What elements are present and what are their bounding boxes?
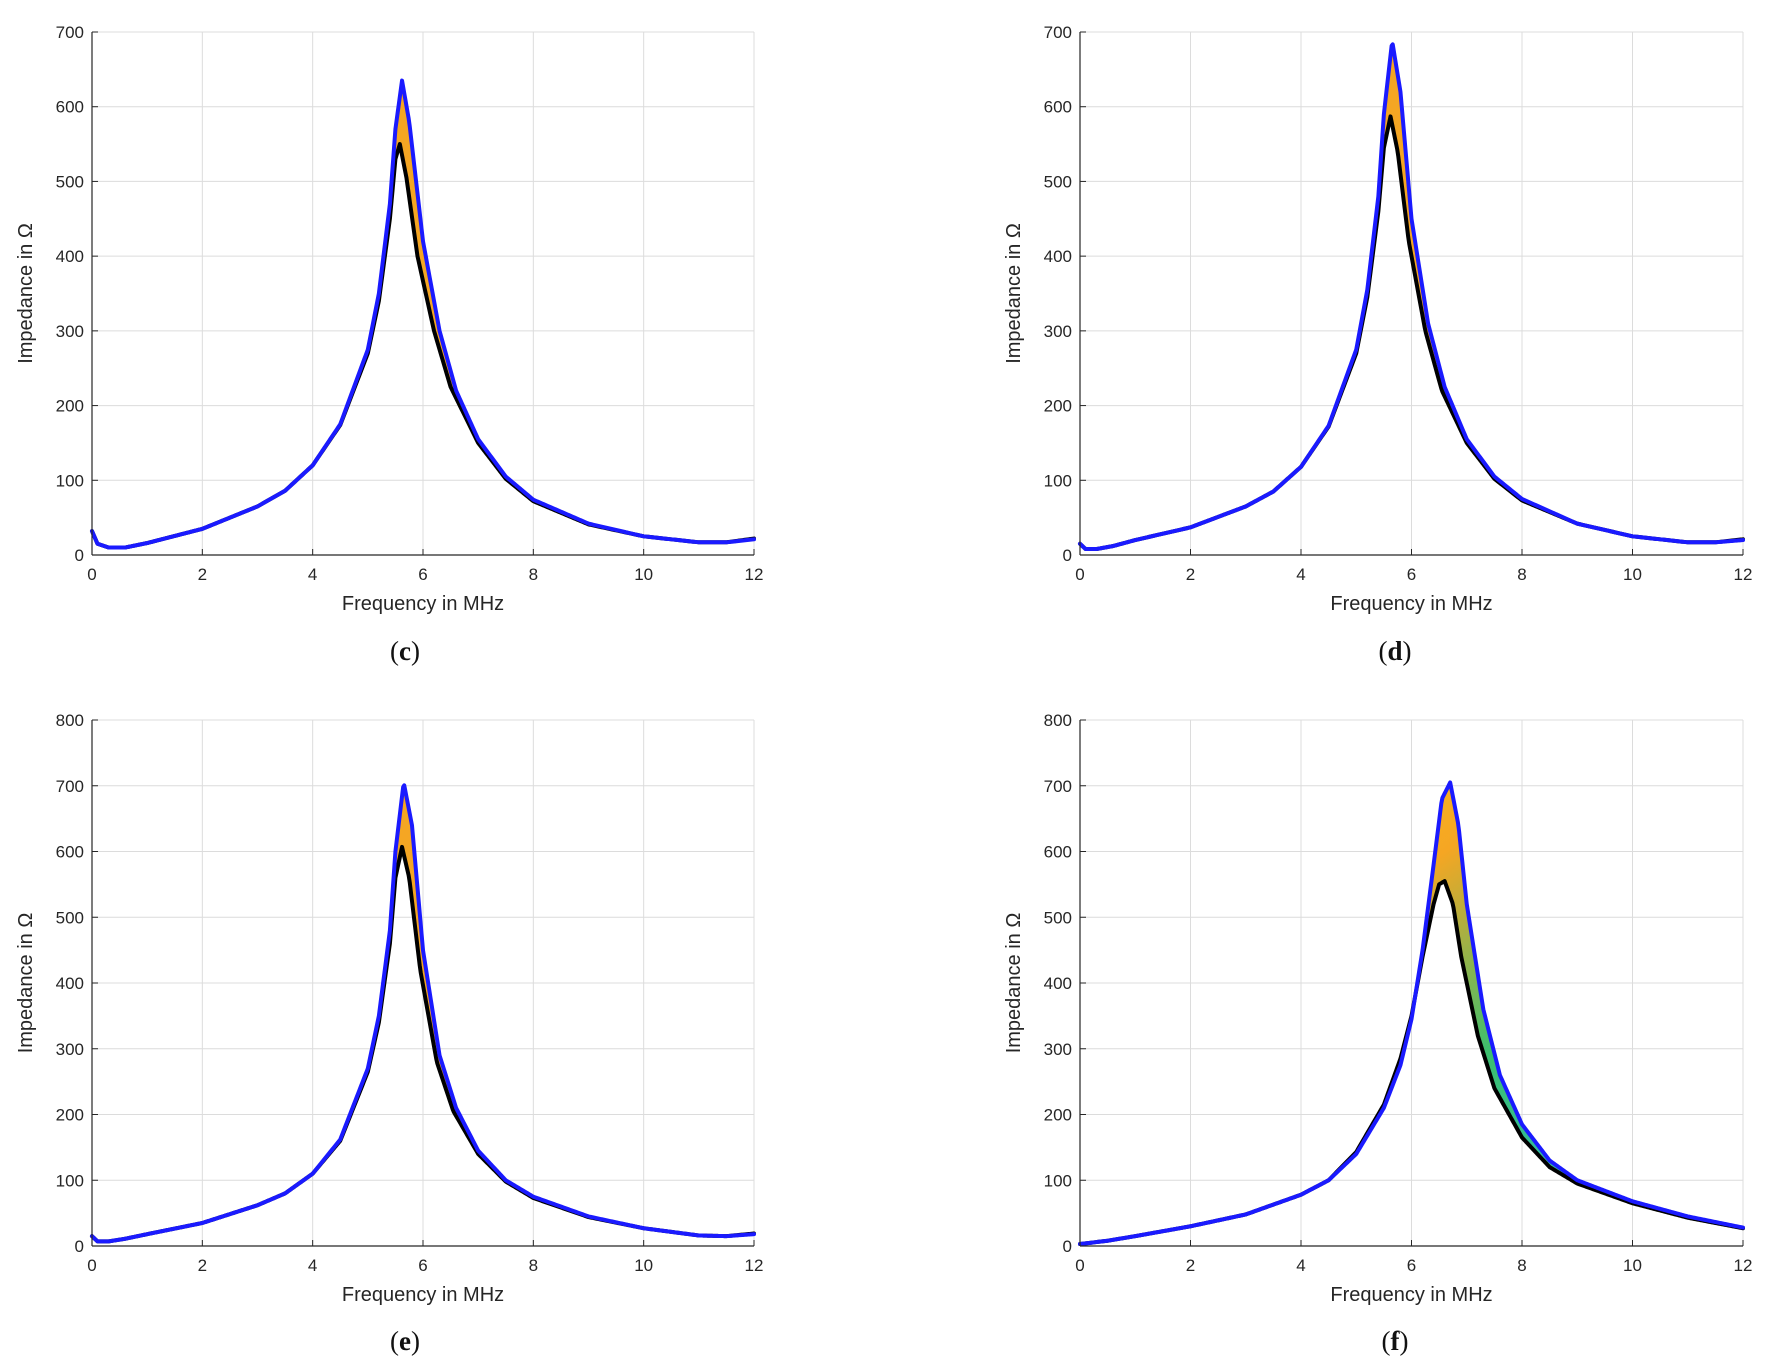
panel-d-x-tick-label: 4 bbox=[1296, 565, 1305, 584]
panel-e-x-tick-label: 8 bbox=[529, 1256, 538, 1275]
panel-f-y-axis-label: Impedance in Ω bbox=[1003, 913, 1025, 1054]
panel-f-caption: (f) bbox=[1382, 1326, 1409, 1356]
panel-d-y-tick-label: 100 bbox=[1044, 471, 1072, 490]
panel-c-caption: (c) bbox=[390, 636, 420, 666]
panel-e-y-tick-label: 300 bbox=[56, 1040, 84, 1059]
panel-d-y-tick-label: 400 bbox=[1044, 247, 1072, 266]
panel-f-y-tick-label: 600 bbox=[1044, 843, 1072, 862]
panel-f-y-tick-label: 0 bbox=[1063, 1237, 1072, 1256]
panel-e: 0 2 4 6 8 10 12 0 100 200 300 400 500 600 700 800 Freque… bbox=[15, 711, 763, 1306]
panel-e-y-tick-label: 400 bbox=[56, 974, 84, 993]
panel-e-x-tick-label: 2 bbox=[198, 1256, 207, 1275]
panel-f-series-upper bbox=[1078, 780, 1745, 1247]
panel-c-x-tick-label: 12 bbox=[745, 565, 764, 584]
panel-f-y-tick-label: 300 bbox=[1044, 1040, 1072, 1059]
panel-d-x-tick-label: 10 bbox=[1623, 565, 1642, 584]
panel-c-x-tick-label: 8 bbox=[529, 565, 538, 584]
panel-c-y-tick-label: 600 bbox=[56, 98, 84, 117]
panel-f-y-tick-label: 500 bbox=[1044, 908, 1072, 927]
panel-d-y-tick-label: 700 bbox=[1044, 23, 1072, 42]
panel-e-x-axis-label: Frequency in MHz bbox=[342, 1284, 504, 1306]
panel-e-series-upper bbox=[90, 783, 756, 1244]
panel-f-x-tick-label: 4 bbox=[1296, 1256, 1305, 1275]
panel-d-x-tick-label: 12 bbox=[1734, 565, 1753, 584]
panel-d-y-tick-label: 300 bbox=[1044, 322, 1072, 341]
panel-d-y-tick-label: 500 bbox=[1044, 172, 1072, 191]
panel-e-y-tick-label: 500 bbox=[56, 908, 84, 927]
panel-d-y-tick-label: 600 bbox=[1044, 98, 1072, 117]
panel-f: 0 2 4 6 8 10 12 0 100 200 300 400 500 600 700 800 Freque… bbox=[1003, 711, 1752, 1306]
panel-e-x-tick-label: 6 bbox=[418, 1256, 427, 1275]
panel-e-y-tick-label: 0 bbox=[75, 1237, 84, 1256]
panel-c-y-tick-label: 0 bbox=[75, 546, 84, 565]
panel-e-x-tick-label: 12 bbox=[745, 1256, 764, 1275]
panel-f-y-tick-label: 400 bbox=[1044, 974, 1072, 993]
panel-c-series-upper bbox=[90, 78, 756, 550]
panel-e-x-tick-label: 4 bbox=[308, 1256, 317, 1275]
panel-e-x-tick-label: 10 bbox=[634, 1256, 653, 1275]
panel-c: 0 2 4 6 8 10 12 0 100 200 300 400 500 600 700 Frequency… bbox=[15, 23, 763, 615]
panel-d-x-tick-label: 0 bbox=[1075, 565, 1084, 584]
panel-c-x-tick-label: 2 bbox=[198, 565, 207, 584]
panel-d-y-tick-label: 0 bbox=[1063, 546, 1072, 565]
panel-f-y-tick-label: 200 bbox=[1044, 1106, 1072, 1125]
panel-d: 0 2 4 6 8 10 12 0 100 200 300 400 500 600 700 Frequency… bbox=[1003, 23, 1752, 615]
panel-c-y-tick-label: 300 bbox=[56, 322, 84, 341]
panel-f-y-tick-label: 700 bbox=[1044, 777, 1072, 796]
panel-c-y-tick-label: 500 bbox=[56, 172, 84, 191]
panel-f-x-tick-label: 6 bbox=[1407, 1256, 1416, 1275]
panel-c-x-tick-label: 0 bbox=[87, 565, 96, 584]
panel-f-y-tick-label: 100 bbox=[1044, 1171, 1072, 1190]
panel-c-y-tick-label: 700 bbox=[56, 23, 84, 42]
panel-f-x-tick-label: 8 bbox=[1517, 1256, 1526, 1275]
panel-c-y-tick-label: 100 bbox=[56, 471, 84, 490]
panel-e-caption: (e) bbox=[390, 1326, 420, 1356]
panel-d-x-tick-label: 2 bbox=[1186, 565, 1195, 584]
panel-c-x-tick-label: 4 bbox=[308, 565, 317, 584]
panel-d-y-axis-label: Impedance in Ω bbox=[1003, 223, 1025, 364]
panel-e-y-tick-label: 600 bbox=[56, 843, 84, 862]
panel-c-x-tick-label: 10 bbox=[634, 565, 653, 584]
panel-e-y-axis-label: Impedance in Ω bbox=[15, 913, 37, 1054]
panel-d-x-tick-label: 8 bbox=[1517, 565, 1526, 584]
panel-f-x-tick-label: 2 bbox=[1186, 1256, 1195, 1275]
panel-d-caption: (d) bbox=[1378, 636, 1411, 666]
panel-f-x-tick-label: 10 bbox=[1623, 1256, 1642, 1275]
panel-d-x-axis-label: Frequency in MHz bbox=[1330, 593, 1492, 615]
panel-f-x-tick-label: 0 bbox=[1075, 1256, 1084, 1275]
panel-f-x-tick-label: 12 bbox=[1734, 1256, 1753, 1275]
panel-f-y-tick-label: 800 bbox=[1044, 711, 1072, 730]
panel-e-y-tick-label: 800 bbox=[56, 711, 84, 730]
panel-e-y-tick-label: 200 bbox=[56, 1106, 84, 1125]
panel-d-y-tick-label: 200 bbox=[1044, 397, 1072, 416]
panel-e-x-tick-label: 0 bbox=[87, 1256, 96, 1275]
panel-c-y-tick-label: 400 bbox=[56, 247, 84, 266]
panel-c-y-tick-label: 200 bbox=[56, 397, 84, 416]
panel-c-y-axis-label: Impedance in Ω bbox=[15, 223, 37, 364]
panel-f-x-axis-label: Frequency in MHz bbox=[1330, 1284, 1492, 1306]
panel-d-x-tick-label: 6 bbox=[1407, 565, 1416, 584]
panel-c-x-axis-label: Frequency in MHz bbox=[342, 593, 504, 615]
panel-e-y-tick-label: 700 bbox=[56, 777, 84, 796]
panel-c-x-tick-label: 6 bbox=[418, 565, 427, 584]
panel-e-y-tick-label: 100 bbox=[56, 1171, 84, 1190]
panel-d-series-upper bbox=[1078, 42, 1745, 552]
